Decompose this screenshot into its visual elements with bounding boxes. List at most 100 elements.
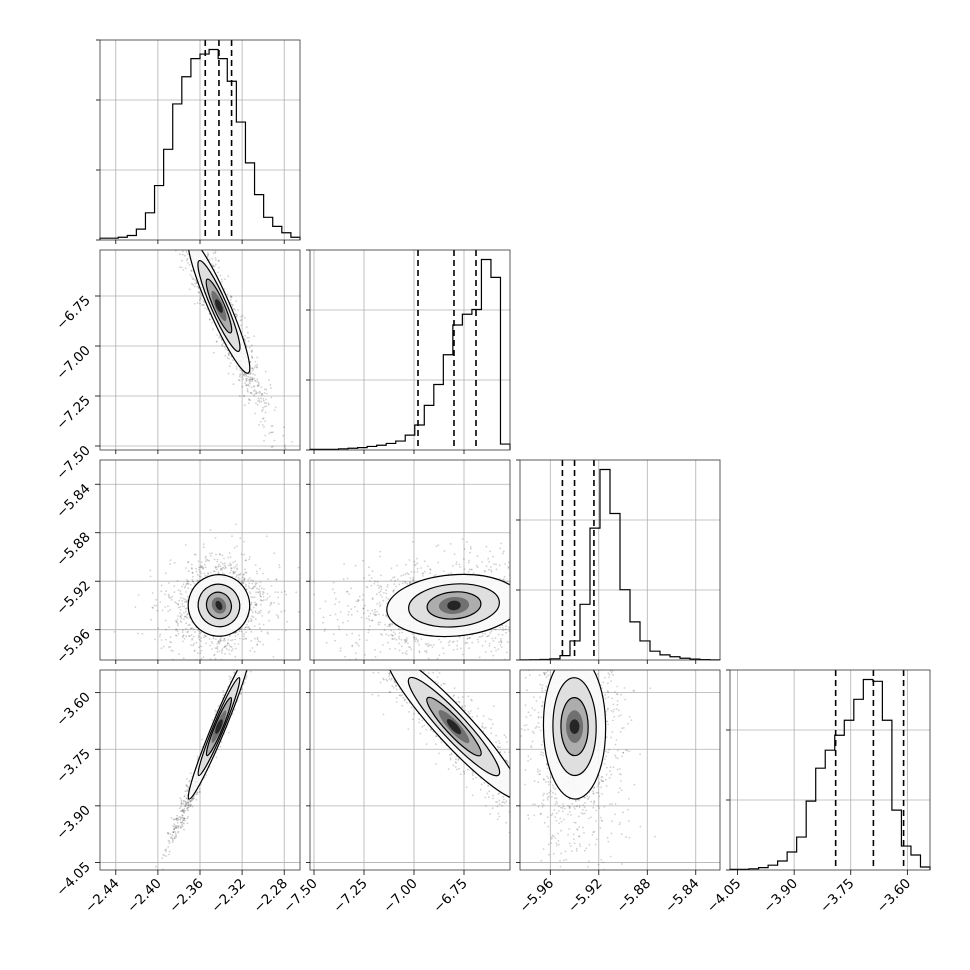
- sample-point: [467, 561, 470, 564]
- sample-point: [245, 631, 248, 634]
- sample-point: [507, 566, 510, 568]
- sample-point: [187, 815, 190, 818]
- sample-point: [200, 645, 203, 648]
- sample-point: [212, 351, 215, 354]
- sample-point: [403, 639, 406, 641]
- sample-point: [469, 551, 471, 554]
- sample-point: [239, 373, 242, 375]
- sample-point: [195, 225, 197, 227]
- sample-point: [187, 229, 189, 231]
- sample-point: [552, 620, 554, 622]
- sample-point: [241, 373, 244, 376]
- sample-point: [253, 395, 255, 397]
- sample-point: [250, 378, 252, 381]
- sample-point: [380, 588, 383, 590]
- sample-point: [429, 572, 432, 574]
- sample-point: [248, 381, 251, 383]
- sample-point: [377, 623, 380, 626]
- sample-point: [260, 638, 262, 640]
- sample-point: [500, 637, 502, 640]
- sample-point: [576, 572, 578, 574]
- sample-point: [560, 555, 562, 557]
- sample-point: [581, 605, 583, 607]
- sample-point: [516, 593, 518, 595]
- sample-point: [552, 614, 554, 616]
- sample-point: [179, 826, 182, 829]
- sample-point: [208, 318, 211, 321]
- sample-point: [256, 378, 259, 381]
- sample-point: [237, 576, 240, 579]
- sample-point: [393, 637, 396, 640]
- sample-point: [515, 597, 517, 599]
- sample-point: [528, 577, 530, 579]
- sample-point: [185, 567, 187, 569]
- sample-point: [540, 581, 542, 583]
- sample-point: [206, 252, 209, 254]
- panel-0-0: [115, 40, 285, 240]
- sample-point: [182, 209, 184, 211]
- sample-point: [481, 644, 484, 647]
- sample-point: [261, 639, 263, 641]
- sample-point: [190, 269, 193, 272]
- sample-point: [256, 641, 258, 643]
- sample-point: [202, 546, 205, 549]
- sample-point: [435, 545, 438, 548]
- sample-point: [398, 632, 401, 634]
- sample-point: [258, 399, 261, 401]
- sample-point: [554, 583, 556, 585]
- sample-point: [167, 846, 170, 848]
- sample-point: [189, 217, 191, 219]
- sample-point: [182, 597, 185, 600]
- sample-point: [266, 592, 269, 595]
- sample-point: [183, 663, 185, 665]
- sample-point: [488, 642, 491, 645]
- sample-point: [450, 572, 452, 574]
- sample-point: [376, 603, 379, 605]
- sample-point: [527, 614, 529, 616]
- sample-point: [159, 601, 162, 603]
- sample-point: [228, 357, 230, 360]
- sample-point: [277, 585, 279, 587]
- sample-point: [216, 340, 218, 343]
- sample-point: [175, 214, 177, 216]
- sample-point: [239, 374, 242, 376]
- sample-point: [187, 806, 189, 809]
- sample-point: [244, 334, 246, 337]
- sample-point: [245, 588, 248, 591]
- sample-point: [195, 798, 198, 801]
- sample-point: [357, 599, 360, 602]
- sample-point: [224, 639, 226, 642]
- sample-point: [213, 558, 216, 561]
- sample-point: [191, 278, 194, 280]
- sample-point: [511, 595, 513, 597]
- sample-point: [455, 563, 458, 566]
- sample-point: [264, 434, 267, 437]
- sample-point: [522, 570, 524, 572]
- sample-point: [423, 560, 426, 563]
- sample-point: [216, 334, 219, 336]
- sample-point: [512, 641, 514, 643]
- sample-point: [391, 634, 394, 637]
- sample-point: [241, 582, 243, 584]
- sample-point: [134, 606, 137, 609]
- sample-point: [262, 593, 264, 596]
- sample-point: [251, 378, 254, 381]
- sample-point: [344, 655, 346, 658]
- sample-point: [235, 315, 238, 318]
- sample-point: [149, 575, 152, 578]
- sample-point: [180, 821, 183, 824]
- sample-point: [433, 575, 436, 577]
- sample-point: [249, 657, 251, 659]
- sample-point: [537, 603, 539, 605]
- sample-point: [548, 629, 550, 631]
- sample-point: [385, 633, 388, 636]
- sample-point: [335, 597, 337, 600]
- sample-point: [214, 567, 217, 569]
- sample-point: [524, 650, 526, 652]
- sample-point: [246, 655, 248, 657]
- sample-point: [194, 279, 197, 281]
- sample-point: [226, 357, 229, 359]
- sample-point: [447, 573, 450, 575]
- sample-point: [270, 446, 273, 448]
- sample-point: [187, 800, 190, 803]
